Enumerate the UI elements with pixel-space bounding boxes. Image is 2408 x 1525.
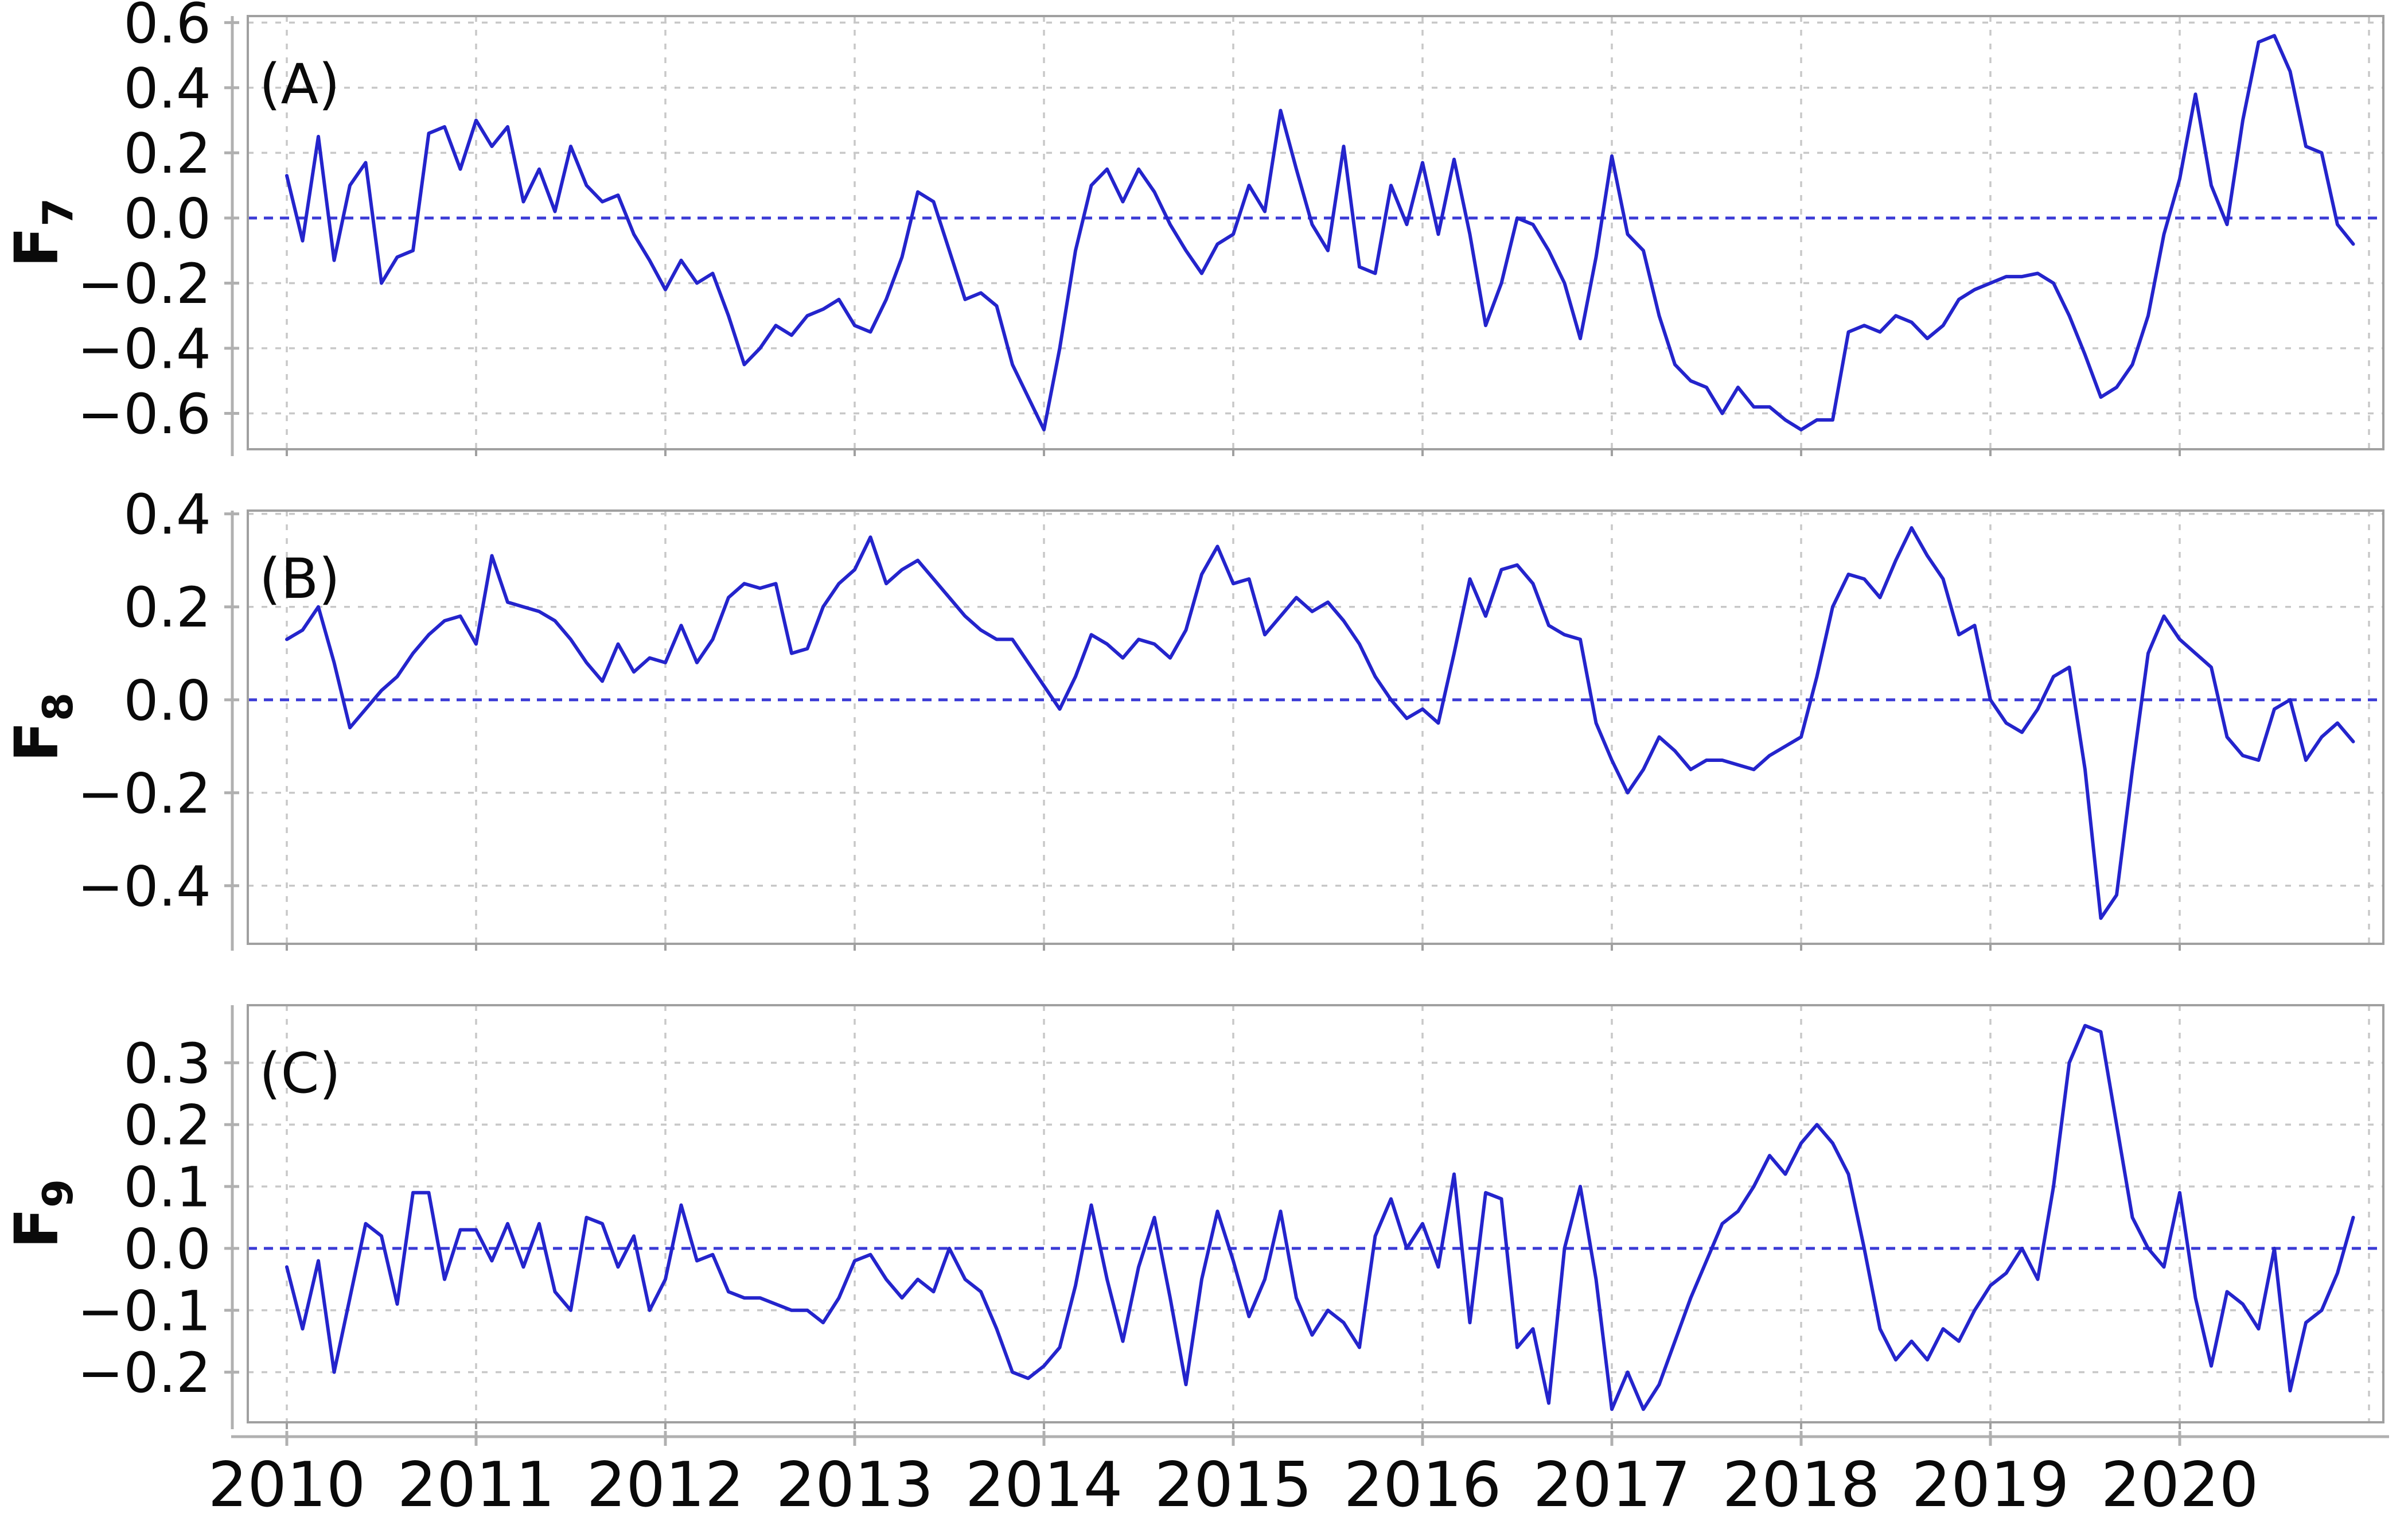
x-tick-label: 2015 bbox=[1155, 1449, 1312, 1521]
x-tick-label: 2019 bbox=[1912, 1449, 2070, 1521]
panel-letter-label: (A) bbox=[259, 52, 340, 116]
y-tick-label: −0.4 bbox=[77, 317, 211, 382]
series-line-F9 bbox=[285, 1024, 2355, 1411]
y-tick-label: −0.2 bbox=[77, 252, 211, 316]
x-tick-label: 2013 bbox=[776, 1449, 934, 1521]
x-tick-label: 2020 bbox=[2101, 1449, 2259, 1521]
y-axis-title-subscript: 7 bbox=[34, 198, 82, 227]
y-axis-title: F9 bbox=[2, 1179, 82, 1248]
y-axis-title-base: F bbox=[2, 1208, 72, 1248]
y-tick-label: 0.1 bbox=[123, 1156, 211, 1220]
x-axis: 2010 2011 2012 2013 2014 2015 2016 2017 2018 2019… bbox=[208, 449, 2389, 1521]
x-tick-label: 2014 bbox=[965, 1449, 1123, 1521]
panel-border bbox=[247, 509, 2384, 945]
panel-8: 0.4 0.2 0.0 −0.2 −0.4 (B) F8 bbox=[2, 483, 2384, 951]
y-axis-title: F7 bbox=[2, 198, 82, 267]
y-tick-label: −0.6 bbox=[77, 382, 211, 446]
y-tick-label: 0.6 bbox=[123, 0, 211, 56]
y-tick-label: 0.2 bbox=[123, 1094, 211, 1158]
y-axis-title-subscript: 9 bbox=[34, 1179, 82, 1208]
panel-7: 0.60.40.20.0−0.2−0.4−0.6 (A) F7 bbox=[2, 0, 2384, 456]
panel-border bbox=[247, 15, 2384, 450]
x-tick-label: 2011 bbox=[398, 1449, 555, 1521]
y-axis-title-base: F bbox=[2, 227, 72, 267]
y-tick-label: 0.0 bbox=[123, 668, 211, 733]
y-tick-label: −0.2 bbox=[77, 761, 211, 826]
panel-9: 0.30.20.10.0−0.1−0.2 (C) F9 bbox=[2, 1004, 2384, 1429]
x-tick-label: 2018 bbox=[1723, 1449, 1880, 1521]
y-tick-label: 0.4 bbox=[123, 56, 211, 120]
y-tick-label: −0.4 bbox=[77, 854, 211, 919]
x-tick-label: 2017 bbox=[1533, 1449, 1691, 1521]
x-tick-label: 2010 bbox=[208, 1449, 366, 1521]
y-axis-title: F8 bbox=[2, 693, 82, 762]
panel-letter-label: (C) bbox=[259, 1041, 341, 1106]
y-tick-label: 0.3 bbox=[123, 1032, 211, 1096]
panel-border bbox=[247, 1004, 2384, 1423]
series-line-F7 bbox=[285, 34, 2355, 431]
y-tick-label: −0.1 bbox=[77, 1279, 211, 1343]
y-axis-title-base: F bbox=[2, 721, 72, 762]
x-tick-label: 2016 bbox=[1344, 1449, 1502, 1521]
series-line-F8 bbox=[285, 526, 2355, 920]
y-tick-label: 0.2 bbox=[123, 122, 211, 186]
y-tick-label: 0.4 bbox=[123, 483, 211, 547]
y-tick-label: 0.2 bbox=[123, 575, 211, 640]
y-tick-label: 0.0 bbox=[123, 1217, 211, 1281]
y-axis-title-subscript: 8 bbox=[34, 693, 82, 721]
x-tick-label: 2012 bbox=[587, 1449, 745, 1521]
panel-letter-label: (B) bbox=[259, 547, 340, 611]
y-tick-label: −0.2 bbox=[77, 1341, 211, 1405]
y-tick-label: 0.0 bbox=[123, 187, 211, 251]
